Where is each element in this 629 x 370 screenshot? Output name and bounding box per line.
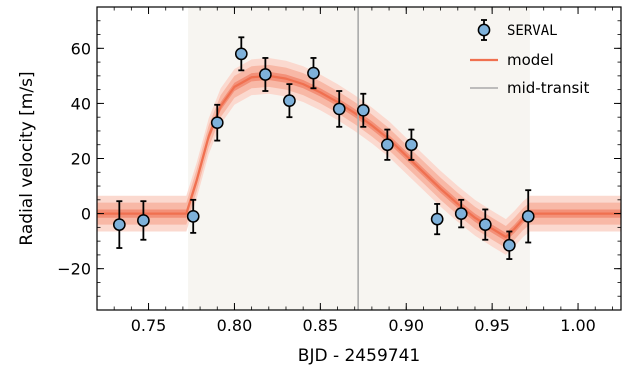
serval-point-6 xyxy=(283,83,296,119)
serval-point-13 xyxy=(454,198,468,229)
serval-marker-12 xyxy=(430,212,444,226)
x-axis-label: BJD - 2459741 xyxy=(298,346,420,366)
serval-point-4 xyxy=(234,36,248,72)
serval-marker-2 xyxy=(186,209,200,223)
legend-marker-circle xyxy=(477,23,491,37)
serval-marker-6 xyxy=(283,94,296,108)
y-axis-label: Radial velocity [m/s] xyxy=(17,71,37,245)
serval-marker-4 xyxy=(234,47,248,61)
y-tick-label-2: 20 xyxy=(71,150,91,169)
serval-point-2 xyxy=(186,198,200,234)
serval-marker-15 xyxy=(502,238,516,252)
serval-point-7 xyxy=(307,57,320,90)
serval-marker-9 xyxy=(356,103,370,117)
serval-marker-11 xyxy=(405,138,418,152)
legend-label-mid-transit: mid-transit xyxy=(507,79,589,97)
x-tick-label-3: 0.90 xyxy=(388,316,424,335)
serval-marker-10 xyxy=(380,138,394,152)
serval-marker-8 xyxy=(332,102,346,116)
serval-marker-7 xyxy=(307,66,320,80)
x-tick-label-4: 0.95 xyxy=(474,316,510,335)
serval-marker-14 xyxy=(478,218,492,231)
serval-marker-5 xyxy=(259,68,272,81)
serval-point-14 xyxy=(478,208,492,241)
model-band-2-sigma xyxy=(97,64,621,249)
serval-point-1 xyxy=(137,200,150,241)
x-tick-label-5: 1.00 xyxy=(560,316,596,335)
tick-labels: 0.75 0.80 0.85 0.90 0.95 1.00 −20 0 20 40 60 xyxy=(57,39,596,335)
x-tick-label-1: 0.80 xyxy=(217,316,253,335)
legend-label-serval: SERVAL xyxy=(507,23,558,39)
serval-point-15 xyxy=(502,230,516,260)
model-band-3-sigma xyxy=(97,57,621,255)
x-tick-label-0: 0.75 xyxy=(131,316,167,335)
y-tick-label-4: 60 xyxy=(71,39,91,58)
y-tick-label-0: −20 xyxy=(57,260,91,279)
legend-marker-serval xyxy=(477,19,491,41)
serval-marker-0 xyxy=(112,218,126,231)
serval-marker-1 xyxy=(137,214,150,227)
serval-point-12 xyxy=(430,203,444,236)
serval-point-3 xyxy=(210,103,224,142)
serval-point-9 xyxy=(356,92,370,128)
legend: SERVAL model mid-transit xyxy=(470,19,589,97)
serval-point-11 xyxy=(405,128,418,161)
serval-point-5 xyxy=(259,57,272,92)
axes xyxy=(96,6,622,311)
legend-label-model: model xyxy=(507,51,554,69)
serval-marker-16 xyxy=(521,209,535,223)
serval-points xyxy=(112,36,535,260)
y-tick-label-1: 0 xyxy=(81,205,91,224)
serval-point-8 xyxy=(332,90,346,128)
serval-point-0 xyxy=(112,200,126,249)
x-tick-label-2: 0.85 xyxy=(303,316,339,335)
y-tick-label-3: 40 xyxy=(71,94,91,113)
serval-point-16 xyxy=(521,189,535,244)
serval-point-10 xyxy=(380,128,394,161)
serval-marker-13 xyxy=(454,207,468,220)
model-uncertainty-bands xyxy=(97,57,621,255)
serval-marker-3 xyxy=(210,116,224,130)
